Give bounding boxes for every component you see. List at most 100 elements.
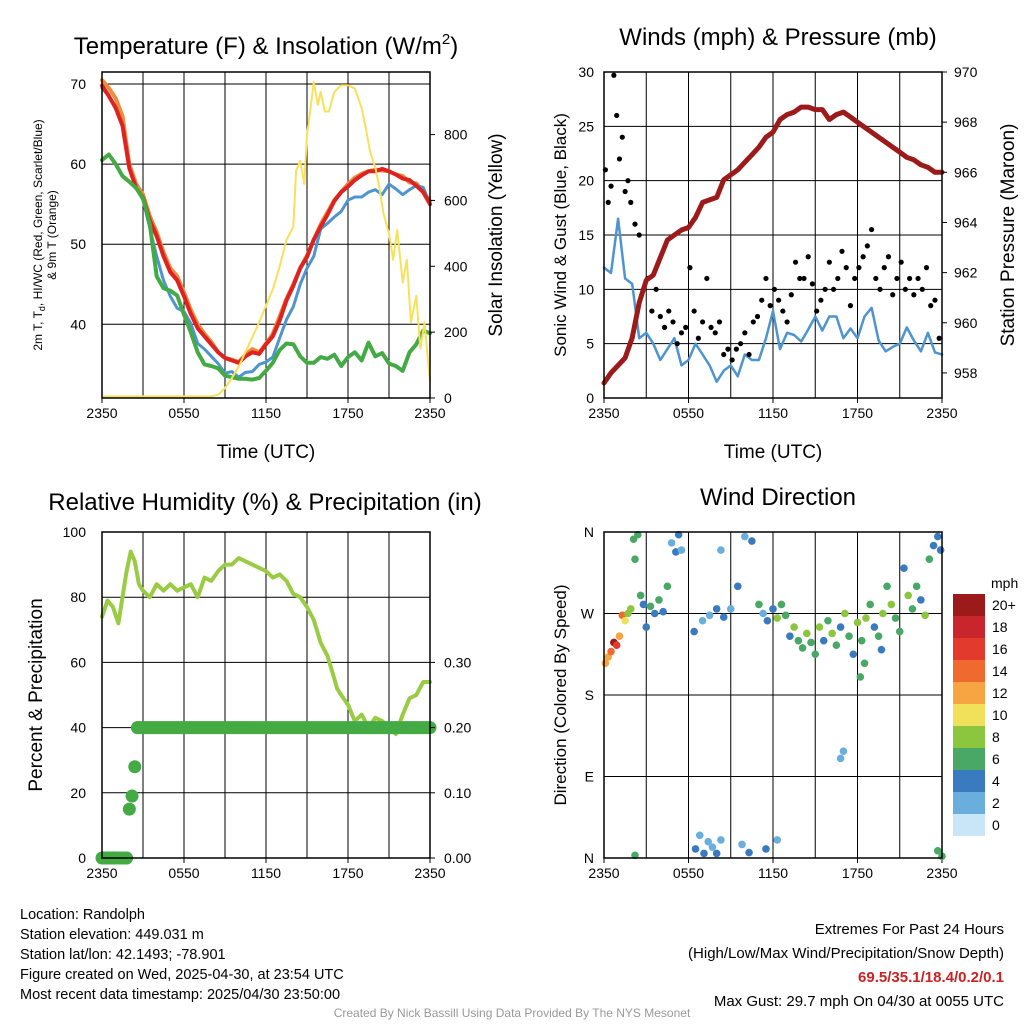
- direction-point: [650, 609, 659, 618]
- direction-point: [883, 582, 891, 591]
- y-tick-label-right: 0.30: [444, 654, 471, 670]
- y-tick-label-left: 60: [70, 156, 86, 172]
- gust-point: [928, 303, 934, 309]
- direction-point: [790, 623, 798, 631]
- legend-swatch: [953, 748, 985, 770]
- y-tick-label-right: 962: [954, 265, 978, 281]
- gust-point: [750, 319, 756, 325]
- series-line-insolation_yellow: [101, 80, 431, 398]
- gust-point: [712, 330, 718, 336]
- gust-point: [605, 199, 611, 205]
- direction-point: [860, 659, 869, 668]
- y-tick-label-left: 15: [578, 227, 594, 243]
- gust-point: [797, 275, 803, 282]
- direction-point: [674, 530, 683, 539]
- y-tick-label-left: 25: [578, 118, 594, 134]
- wind-speed-line: [602, 217, 944, 383]
- gust-point: [885, 254, 892, 260]
- gust-point: [894, 275, 900, 282]
- gust-point: [868, 226, 875, 233]
- precip-point: [131, 721, 145, 735]
- direction-point: [631, 851, 639, 860]
- gust-point: [742, 330, 748, 336]
- gust-point: [907, 275, 913, 282]
- y-tick-label-right: 0.20: [444, 720, 471, 736]
- gust-point: [670, 319, 676, 325]
- legend-swatch: [953, 594, 985, 616]
- direction-point: [786, 632, 794, 640]
- direction-point: [745, 848, 753, 857]
- legend-swatch: [953, 682, 985, 704]
- direction-point: [921, 611, 929, 620]
- gust-point: [625, 178, 631, 184]
- plot-frame: [101, 71, 431, 399]
- gust-point: [843, 265, 849, 271]
- direction-point: [708, 843, 717, 851]
- legend-title: mph: [991, 575, 1018, 591]
- direction-point: [748, 537, 756, 545]
- y-tick-label-right: 970: [954, 64, 978, 80]
- direction-point: [839, 747, 848, 755]
- direction-point: [733, 582, 742, 591]
- x-axis-label: Time (UTC): [724, 442, 823, 463]
- y-tick-label-right: 964: [954, 214, 978, 230]
- precip-point: [122, 802, 136, 816]
- series-line-dewpoint_green: [100, 152, 432, 382]
- gust-point: [864, 243, 870, 249]
- gust-point: [632, 221, 638, 227]
- legend-label: 0: [992, 817, 1000, 833]
- gust-point: [608, 183, 614, 189]
- direction-point: [936, 546, 945, 554]
- direction-point: [815, 623, 824, 631]
- y-tick-label-right: 0.10: [444, 785, 471, 801]
- direction-point: [655, 596, 663, 604]
- x-tick-label: 1150: [758, 865, 788, 881]
- gust-point: [780, 308, 786, 314]
- gust-point: [788, 292, 794, 298]
- legend-label: 16: [992, 641, 1008, 657]
- gust-point: [852, 275, 858, 282]
- x-tick-label: 1750: [842, 405, 873, 421]
- gust-point: [754, 313, 761, 320]
- direction-point: [803, 629, 811, 638]
- gust-point: [822, 286, 828, 292]
- temperature-panel: 2350 0550 1150 1750 2350 40 50 60 70 0 200 400 600 80…: [31, 31, 507, 463]
- direction-point: [705, 611, 714, 620]
- direction-point: [621, 616, 629, 625]
- gust-point: [818, 297, 824, 303]
- direction-point: [929, 541, 938, 550]
- direction-point: [895, 627, 904, 636]
- direction-point: [887, 600, 896, 609]
- gust-point: [661, 324, 668, 330]
- gust-point: [877, 286, 883, 292]
- direction-point: [695, 831, 704, 840]
- gust-point: [936, 335, 942, 341]
- gust-point: [683, 324, 689, 330]
- direction-point: [874, 632, 883, 640]
- chart-title: Winds (mph) & Pressure (mb): [619, 24, 936, 51]
- direction-point: [615, 632, 624, 640]
- gust-point: [932, 297, 938, 303]
- elevation-label: Station elevation: 449.031 m: [20, 927, 204, 943]
- y-tick-label-left: E: [585, 769, 594, 785]
- direction-point: [824, 616, 832, 625]
- direction-point: [781, 611, 790, 620]
- gust-point: [919, 286, 925, 292]
- gust-point: [628, 199, 634, 205]
- y-tick-label-left: 100: [63, 524, 87, 540]
- y-tick-label-left: 70: [70, 76, 86, 92]
- y-axis-label-left: 2m T, Td, HI/WC (Red, Green, Scarlet/Blu…: [31, 119, 47, 350]
- x-tick-label: 1750: [842, 865, 873, 881]
- gust-point: [873, 275, 879, 282]
- direction-point: [719, 613, 728, 621]
- gust-point: [653, 286, 659, 292]
- direction-point: [607, 647, 615, 656]
- legend-label: 8: [992, 729, 1000, 745]
- legend-label: 12: [992, 685, 1008, 701]
- direction-point: [866, 600, 874, 609]
- y-tick-label-right: 200: [444, 324, 468, 340]
- gust-point: [619, 134, 625, 140]
- direction-point: [639, 600, 648, 609]
- direction-point: [663, 582, 672, 591]
- direction-point: [690, 627, 698, 636]
